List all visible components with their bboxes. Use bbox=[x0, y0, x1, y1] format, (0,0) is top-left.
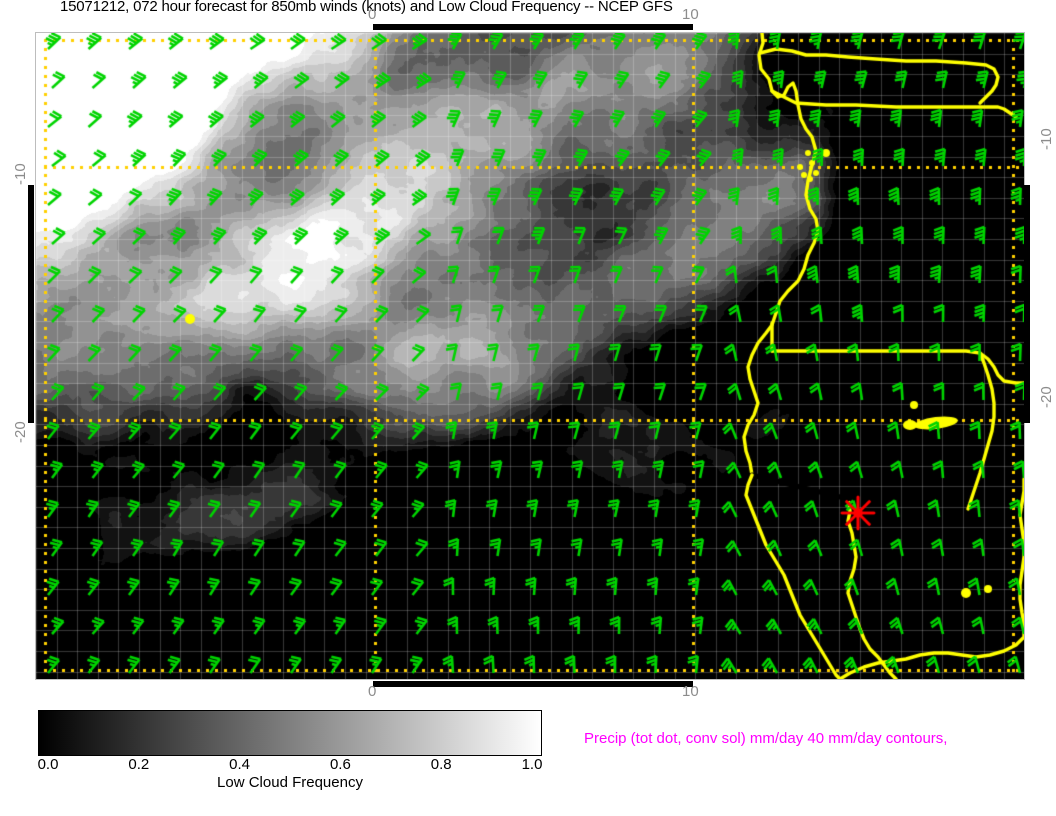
colorbar-tick-1p0: 1.0 bbox=[521, 756, 543, 773]
colorbar-gradient bbox=[38, 710, 542, 756]
page-title: 15071212, 072 hour forecast for 850mb wi… bbox=[60, 0, 673, 15]
axis-tick-right-minus10: -10 bbox=[1038, 128, 1055, 150]
axis-tick-bottom-0: 0 bbox=[368, 683, 377, 700]
colorbar-tick-row: 0.0 0.2 0.4 0.6 0.8 1.0 bbox=[37, 756, 543, 776]
colorbar-tick-0p0: 0.0 bbox=[37, 756, 59, 773]
colorbar-label: Low Cloud Frequency bbox=[217, 774, 363, 791]
axis-scale-bar-bottom bbox=[373, 681, 693, 687]
colorbar[interactable] bbox=[38, 710, 542, 756]
axis-tick-top-10: 10 bbox=[682, 6, 699, 23]
colorbar-tick-0p6: 0.6 bbox=[329, 756, 351, 773]
low-cloud-frequency-map-canvas[interactable] bbox=[36, 33, 1024, 679]
axis-scale-bar-top bbox=[373, 24, 693, 30]
colorbar-tick-0p4: 0.4 bbox=[229, 756, 251, 773]
axis-tick-left-minus10: -10 bbox=[12, 163, 29, 185]
axis-scale-bar-right bbox=[1024, 185, 1030, 423]
axis-scale-bar-left bbox=[28, 185, 34, 423]
axis-tick-top-0: 0 bbox=[368, 6, 377, 23]
colorbar-tick-0p8: 0.8 bbox=[430, 756, 452, 773]
precip-legend-caption: Precip (tot dot, conv sol) mm/day 40 mm/… bbox=[584, 730, 948, 747]
map-plot-area[interactable] bbox=[35, 32, 1025, 680]
colorbar-tick-0p2: 0.2 bbox=[128, 756, 150, 773]
axis-tick-bottom-10: 10 bbox=[682, 683, 699, 700]
axis-tick-left-minus20: -20 bbox=[12, 421, 29, 443]
axis-tick-right-minus20: -20 bbox=[1038, 386, 1055, 408]
